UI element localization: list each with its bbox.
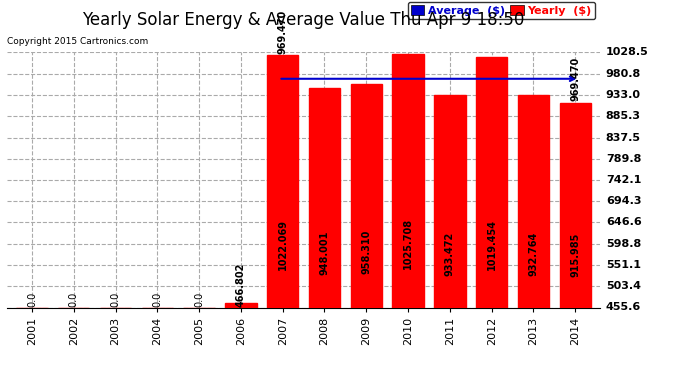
Text: 789.8: 789.8: [606, 154, 641, 164]
Text: 598.8: 598.8: [606, 239, 641, 249]
Text: 646.6: 646.6: [606, 217, 642, 228]
Text: 948.001: 948.001: [319, 230, 330, 274]
Bar: [476, 57, 507, 308]
Text: 694.3: 694.3: [606, 196, 642, 206]
Text: 915.985: 915.985: [570, 232, 580, 277]
Text: 1022.069: 1022.069: [277, 219, 288, 270]
Text: 0.0: 0.0: [194, 291, 204, 307]
Bar: [560, 103, 591, 308]
Legend: Average  ($), Yearly  ($): Average ($), Yearly ($): [408, 2, 595, 19]
Bar: [267, 56, 298, 308]
Text: 742.1: 742.1: [606, 175, 641, 185]
Text: 885.3: 885.3: [606, 111, 641, 121]
Text: 551.1: 551.1: [606, 260, 641, 270]
Text: 969.470: 969.470: [570, 57, 580, 101]
Text: 503.4: 503.4: [606, 281, 641, 291]
Bar: [309, 88, 340, 308]
Text: 0.0: 0.0: [110, 291, 121, 307]
Text: Yearly Solar Energy & Average Value Thu Apr 9 18:50: Yearly Solar Energy & Average Value Thu …: [82, 11, 525, 29]
Text: 1025.708: 1025.708: [403, 218, 413, 269]
Text: 1028.5: 1028.5: [606, 48, 649, 57]
Bar: [225, 303, 257, 307]
Text: 933.0: 933.0: [606, 90, 641, 100]
Text: 933.472: 933.472: [445, 231, 455, 276]
Bar: [518, 95, 549, 308]
Bar: [434, 95, 466, 308]
Text: 969.470: 969.470: [277, 10, 288, 54]
Text: 455.6: 455.6: [606, 303, 641, 312]
Text: 0.0: 0.0: [69, 291, 79, 307]
Text: 1019.454: 1019.454: [486, 219, 497, 270]
Text: 958.310: 958.310: [362, 230, 371, 274]
Bar: [351, 84, 382, 308]
Text: 0.0: 0.0: [27, 291, 37, 307]
Text: 980.8: 980.8: [606, 69, 641, 79]
Text: 932.764: 932.764: [529, 231, 538, 276]
Text: 0.0: 0.0: [152, 291, 162, 307]
Text: Copyright 2015 Cartronics.com: Copyright 2015 Cartronics.com: [7, 38, 148, 46]
Bar: [393, 54, 424, 307]
Text: 466.802: 466.802: [236, 262, 246, 307]
Text: 837.5: 837.5: [606, 132, 641, 142]
